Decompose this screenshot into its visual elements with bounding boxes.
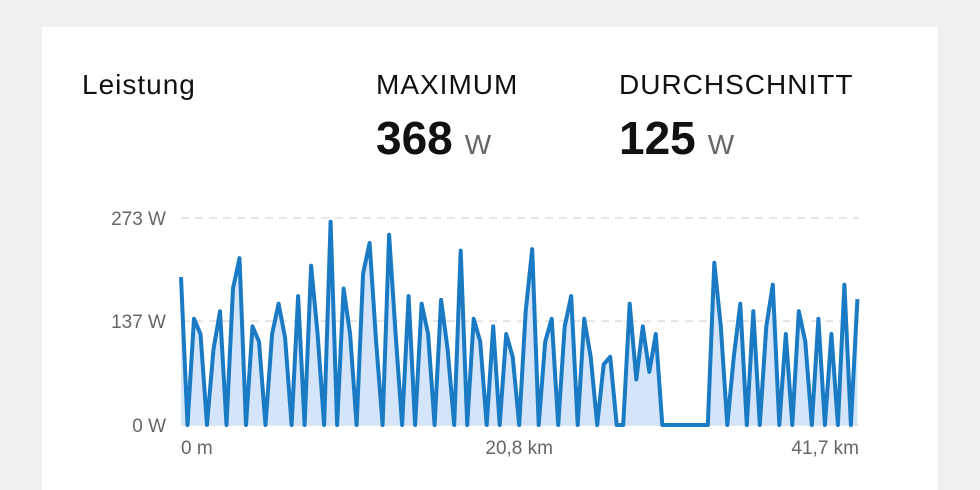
max-stat: 368 W: [376, 112, 492, 164]
avg-value: 125: [619, 112, 696, 164]
power-line: [179, 219, 860, 427]
x-tick-label: 20,8 km: [485, 438, 553, 459]
max-value: 368: [376, 112, 453, 164]
card-title: Leistung: [82, 69, 196, 100]
avg-stat: 125 W: [619, 112, 735, 164]
y-tick-label: 273 W: [111, 209, 166, 230]
y-tick-label: 137 W: [111, 312, 166, 333]
x-tick-label: 0 m: [181, 438, 213, 459]
avg-unit: W: [708, 129, 735, 160]
y-tick-label: 0 W: [132, 416, 166, 437]
max-unit: W: [465, 129, 492, 160]
avg-label: DURCHSCHNITT: [619, 69, 853, 100]
max-label: MAXIMUM: [376, 69, 518, 100]
x-tick-label: 41,7 km: [791, 438, 859, 459]
area-fill: [181, 221, 858, 425]
